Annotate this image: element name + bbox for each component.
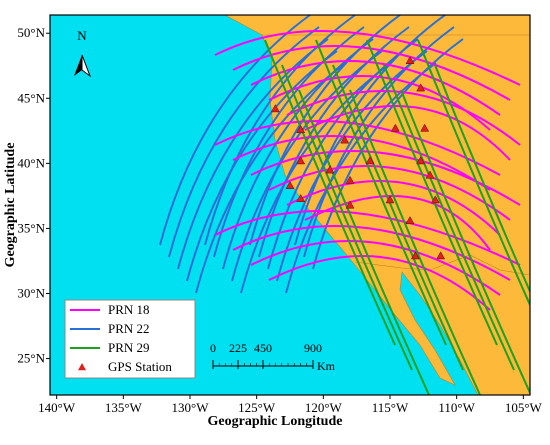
scale-label: 900: [304, 341, 322, 355]
gps-station: [345, 175, 355, 184]
y-tick-label: 25°N: [17, 351, 45, 366]
x-tick-label: 115°W: [372, 400, 409, 415]
gps-station: [405, 216, 415, 225]
gps-station: [285, 180, 295, 189]
x-tick-label: 120°W: [305, 400, 343, 415]
north-label: N: [77, 28, 87, 43]
track-prn22: [159, 15, 311, 246]
gps-station: [345, 200, 355, 209]
track-prn29: [383, 64, 515, 371]
track-prn22: [312, 38, 464, 270]
gps-station: [270, 104, 280, 113]
border: [262, 34, 530, 276]
legend-label: PRN 22: [108, 321, 150, 336]
gps-station: [405, 56, 415, 64]
track-prn22: [186, 50, 338, 282]
x-tick-label: 105°W: [505, 400, 543, 415]
gps-station: [296, 125, 306, 133]
x-tick-label: 130°W: [172, 400, 210, 415]
x-axis-title: Geographic Longitude: [208, 414, 343, 429]
track-prn22: [204, 15, 356, 246]
y-tick-label: 50°N: [17, 25, 45, 40]
track-prn22: [195, 62, 347, 294]
scale-unit: Km: [317, 359, 336, 373]
track-prn18: [268, 255, 491, 311]
track-prn29: [315, 39, 447, 346]
track-prn29: [434, 64, 530, 294]
x-tick-label: 135°W: [105, 400, 143, 415]
x-tick-label: 140°W: [38, 400, 76, 415]
track-prn18: [250, 150, 521, 206]
gps-station: [390, 123, 400, 132]
y-tick-label: 30°N: [17, 285, 45, 300]
gps-station: [425, 170, 435, 179]
track-prn18: [286, 180, 501, 236]
gps-station: [385, 195, 395, 204]
gps-station: [296, 193, 306, 202]
track-prn29: [332, 64, 464, 371]
track-prn18: [304, 105, 511, 161]
legend-label: PRN 18: [108, 302, 150, 317]
track-prn29: [298, 89, 430, 395]
track-prn29: [281, 64, 413, 371]
track-prn18: [232, 135, 491, 191]
frame: [49, 14, 531, 396]
y-tick-label: 40°N: [17, 155, 45, 170]
gps-station: [340, 135, 350, 144]
track-prn22: [168, 26, 320, 258]
scale-label: 450: [254, 341, 272, 355]
track-prn18: [286, 90, 521, 146]
gps-station: [416, 156, 426, 165]
gps-station: [420, 123, 430, 132]
gps-station: [365, 156, 375, 165]
track-prn29: [349, 89, 481, 395]
track-prn22: [276, 50, 428, 282]
legend: [64, 299, 196, 379]
legend-label: GPS Station: [108, 359, 172, 374]
gps-station: [430, 195, 440, 204]
track-prn18: [250, 60, 501, 116]
y-axis-title: Geographic Latitude: [3, 143, 18, 268]
track-prn22: [231, 50, 383, 282]
gps-station: [436, 251, 446, 260]
track-prn18: [214, 120, 501, 176]
map-area: [159, 15, 530, 395]
legend-symbol: [78, 363, 86, 371]
legend-label: PRN 29: [108, 340, 150, 355]
track-prn18: [232, 45, 511, 101]
track-prn22: [285, 62, 437, 294]
gps-station: [325, 165, 335, 174]
y-tick-label: 35°N: [17, 220, 45, 235]
track-prn18: [214, 210, 521, 266]
scale-label: 225: [229, 341, 247, 355]
x-tick-label: 110°W: [438, 400, 475, 415]
north-arrow-right: [81, 54, 92, 78]
gps-station: [296, 156, 306, 165]
gps-station: [416, 83, 426, 92]
x-tick-label: 125°W: [238, 400, 276, 415]
north-arrow-left: [74, 55, 82, 76]
track-prn18: [214, 30, 521, 86]
y-tick-label: 45°N: [17, 90, 45, 105]
gps-station: [410, 251, 420, 260]
track-prn29: [366, 39, 498, 346]
track-prn18: [250, 240, 501, 296]
north-arrow: N: [74, 28, 92, 78]
track-prn29: [400, 89, 530, 395]
track-prn18: [232, 225, 511, 281]
track-prn29: [264, 39, 396, 346]
track-prn18: [268, 165, 511, 221]
scale-label: 0: [210, 341, 216, 355]
